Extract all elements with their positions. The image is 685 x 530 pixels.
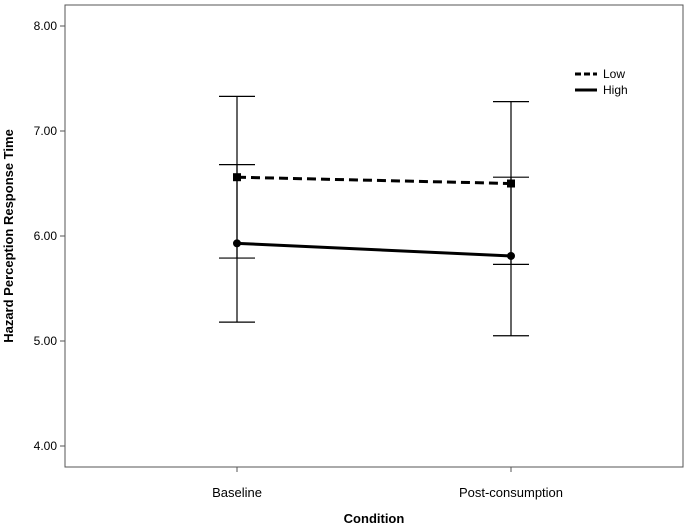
y-tick-label: 8.00 bbox=[34, 19, 58, 33]
x-tick-label: Post-consumption bbox=[459, 485, 563, 500]
x-axis-title: Condition bbox=[344, 511, 405, 526]
y-tick-label: 7.00 bbox=[34, 124, 58, 138]
data-point-high bbox=[507, 252, 515, 260]
legend-label-low: Low bbox=[603, 67, 625, 81]
y-axis-title: Hazard Perception Response Time bbox=[1, 129, 16, 343]
y-axis-ticks: 4.00 5.00 6.00 7.00 8.00 bbox=[34, 19, 65, 453]
data-point-high bbox=[233, 239, 241, 247]
x-axis-ticks: Baseline Post-consumption bbox=[212, 467, 563, 500]
data-point-low bbox=[507, 180, 515, 188]
legend-label-high: High bbox=[603, 83, 628, 97]
plot-area bbox=[65, 5, 683, 467]
y-tick-label: 6.00 bbox=[34, 229, 58, 243]
data-point-low bbox=[233, 173, 241, 181]
x-tick-label: Baseline bbox=[212, 485, 262, 500]
y-tick-label: 5.00 bbox=[34, 334, 58, 348]
y-tick-label: 4.00 bbox=[34, 439, 58, 453]
